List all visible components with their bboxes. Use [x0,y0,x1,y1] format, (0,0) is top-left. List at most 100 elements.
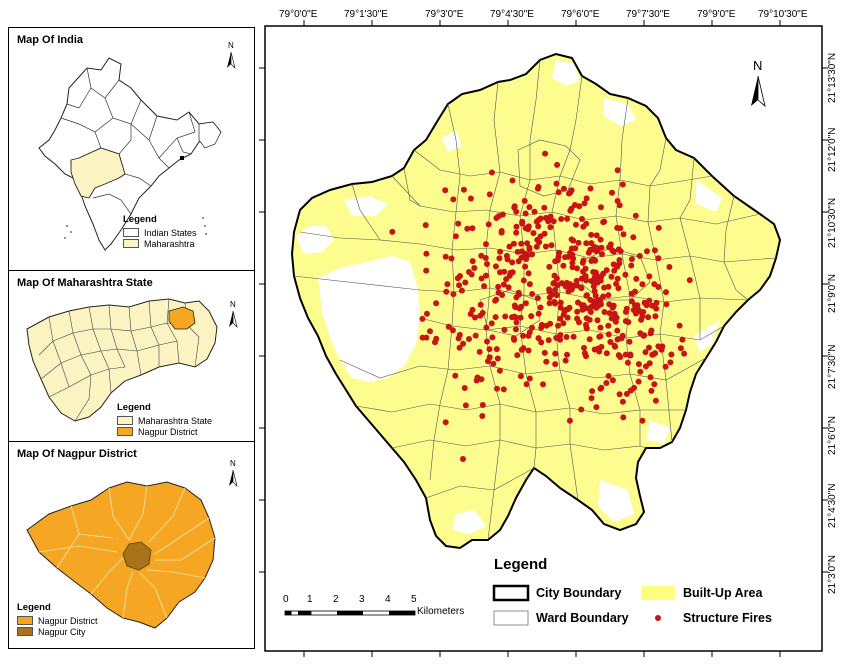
structure-fire-point [456,331,463,338]
latitude-label: 21°12'0"N [827,127,838,173]
structure-fire-point [578,285,585,292]
structure-fire-point [520,332,527,339]
structure-fire-point [548,242,555,249]
structure-fire-point [520,345,527,352]
structure-fire-point [462,402,469,409]
structure-fire-point [616,391,623,398]
structure-fire-point [479,402,486,408]
structure-fire-point [506,272,513,279]
structure-fire-point [623,390,630,397]
structure-fire-point [655,255,662,262]
structure-fire-point [612,318,619,325]
structure-fire-point [478,252,485,259]
structure-fire-point [591,243,598,250]
structure-fire-point [558,280,565,287]
structure-fire-point [529,324,535,331]
structure-fire-point [643,302,650,309]
structure-fire-point [637,308,644,315]
structure-fire-point [589,388,596,395]
structure-fire-point [551,298,558,305]
structure-fire-point [488,320,495,327]
structure-fire-point [594,245,601,252]
structure-fire-point [557,315,564,322]
structure-fire-point [553,180,560,187]
structure-fire-point [450,196,457,203]
structure-fire-point [554,257,561,264]
structure-fire-point [607,339,614,345]
structure-fire-point [639,281,646,288]
structure-fire-point [511,336,518,343]
structure-fire-point [597,324,604,331]
structure-fire-point [635,361,642,368]
structure-fire-point [583,220,590,227]
structure-fire-point [547,320,554,327]
structure-fire-point [462,279,469,286]
structure-fire-point [518,254,525,261]
structure-fire-point [479,309,486,316]
structure-fire-point [636,253,643,259]
structure-fire-point [610,248,617,255]
structure-fire-point [616,260,623,267]
structure-fire-point [606,301,613,308]
district-borders [38,298,200,422]
structure-fire-point [611,310,618,317]
structure-fire-point [624,359,631,366]
structure-fire-point [615,246,622,253]
structure-fire-point [445,323,452,330]
structure-fire-point [513,229,520,236]
structure-fire-point [608,273,615,280]
structure-fire-point [594,273,601,280]
structure-fire-point [495,213,502,220]
structure-fire-point [552,350,559,357]
northeast-states [198,121,222,149]
structure-fire-point [525,223,532,230]
structure-fire-point [541,204,548,211]
structure-fire-point [477,312,484,319]
nagpur-district-shape [168,306,196,330]
structure-fire-point [580,257,587,264]
structure-fire-point [525,226,532,233]
structure-fire-point [597,385,604,392]
structure-fire-point [568,245,575,252]
structure-fire-point [592,257,599,264]
structure-fire-point [482,255,489,261]
structure-fire-point [514,248,521,255]
structure-fire-point [486,191,493,198]
structure-fire-point [472,314,478,321]
structure-fire-point [540,381,546,388]
structure-fire-point [632,310,639,317]
legend-item-built-up-area: Built-Up Area [683,586,762,600]
structure-fire-point [509,269,516,276]
non-built-up-areas [296,60,722,534]
structure-fire-point [622,351,629,358]
structure-fire-point [460,186,467,193]
structure-fire-point [645,314,652,321]
structure-fire-point [522,250,529,257]
latitude-label: 21°9'0"N [827,274,838,313]
legend-item-label: Built-Up Area [683,586,763,600]
structure-fire-point [593,404,600,411]
structure-fire-point [635,306,641,313]
structure-fire-point [628,290,635,297]
structure-fire-point [588,258,595,264]
structure-fire-point [564,215,571,222]
structure-fire-point [562,357,569,364]
structure-fire-point [576,203,583,210]
structure-fire-point [605,292,612,299]
structure-fire-point [605,373,612,379]
structure-fire-point [513,208,520,215]
structure-fire-point [563,334,570,340]
structure-fire-point [454,275,461,282]
structure-fire-point [637,368,644,375]
structure-fire-point [489,334,496,341]
structure-fire-point [551,272,558,279]
structure-fire-point [617,248,624,255]
structure-fire-point [523,256,530,262]
structure-fire-point [494,355,501,362]
structure-fire-point [497,248,504,255]
structure-fire-point [534,295,541,302]
taluka-borders [38,485,216,619]
structure-fire-point [507,269,514,276]
structure-fire-point [567,207,574,214]
structure-fire-point [578,406,585,413]
